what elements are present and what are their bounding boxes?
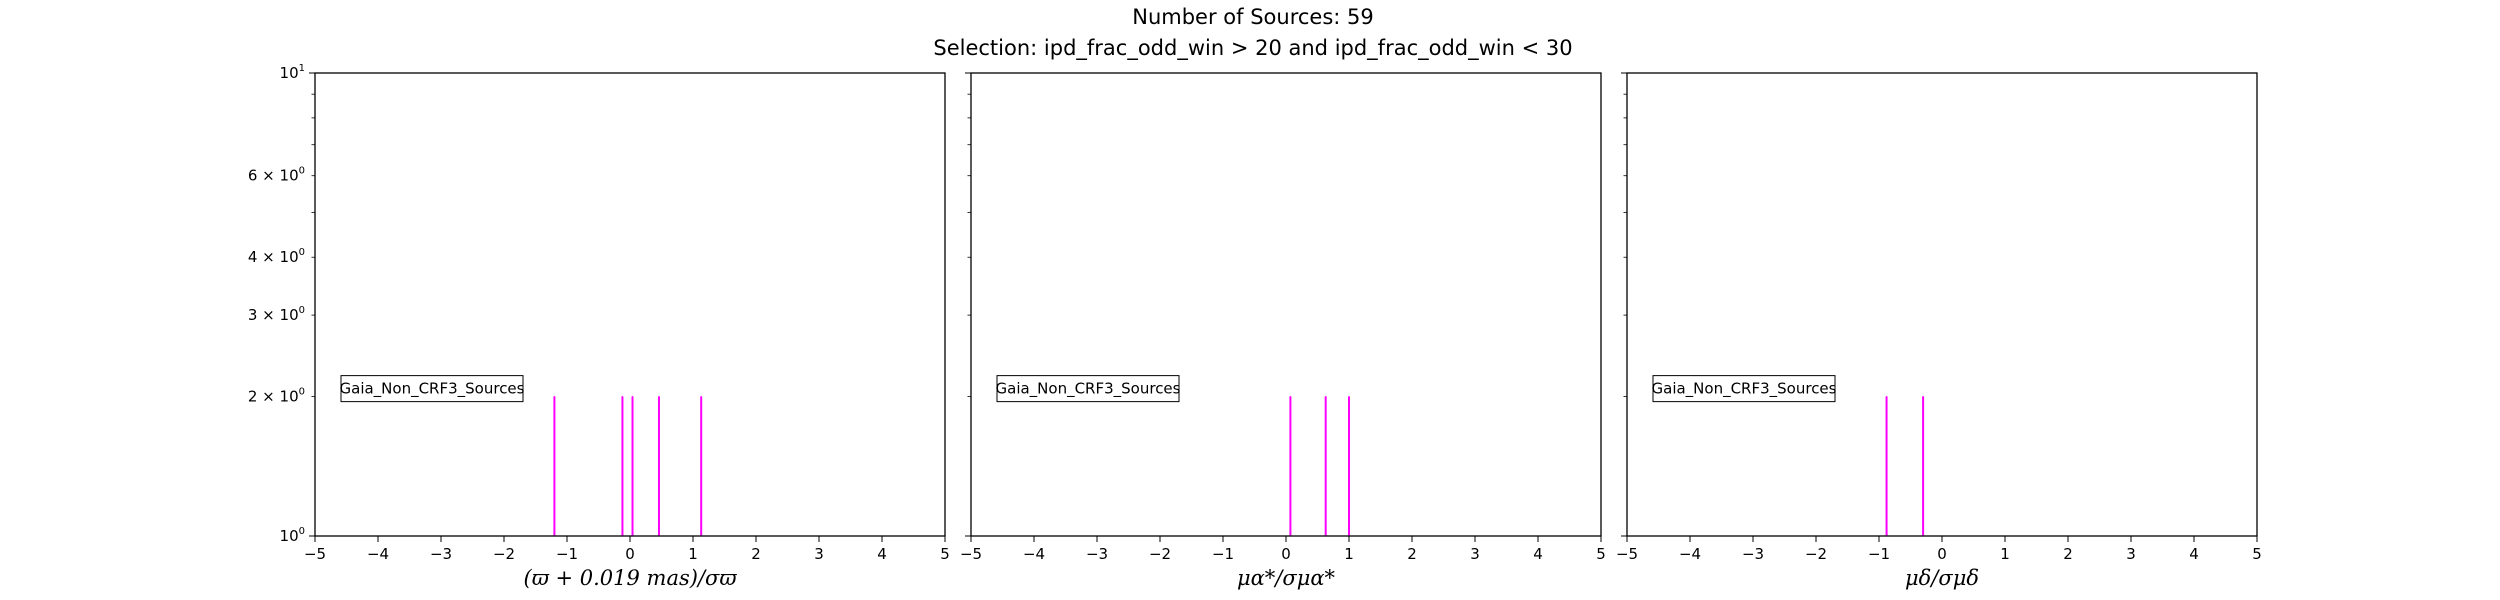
x-tick-label: 2 xyxy=(1407,545,1417,563)
x-tick-label: 0 xyxy=(625,545,635,563)
y-tick-label: 6 × 100 xyxy=(248,166,305,185)
legend-box xyxy=(1652,375,1836,403)
panel-3: −5 −4 −3 −2 −1 0 1 2 3 4 5 Gaia_Non_CRF3_Sources μδ/… xyxy=(1616,72,2262,590)
x-tick-label: 5 xyxy=(940,545,950,563)
x-tick-label: −2 xyxy=(493,545,515,563)
x-tick-label: −4 xyxy=(1023,545,1045,563)
axes-frame xyxy=(314,72,946,537)
x-tick-label: 3 xyxy=(814,545,824,563)
legend: Gaia_Non_CRF3_Sources xyxy=(996,375,1181,403)
y-tick-label: 101 xyxy=(280,63,305,82)
x-axis-label: (ϖ + 0.019 mas)/σϖ xyxy=(524,566,738,590)
legend: Gaia_Non_CRF3_Sources xyxy=(340,375,525,403)
legend-label: Gaia_Non_CRF3_Sources xyxy=(1652,380,1837,399)
x-tick-label: 2 xyxy=(2063,545,2073,563)
panel-1: −5 −4 −3 −2 −1 0 1 2 3 4 5 101 6 × 100 4 × 100 3 × 100… xyxy=(248,63,950,590)
x-tick-label: 3 xyxy=(1470,545,1480,563)
x-tick-label: −1 xyxy=(1868,545,1890,563)
legend-label: Gaia_Non_CRF3_Sources xyxy=(340,380,525,399)
x-axis-label: μα*/σμα* xyxy=(1237,566,1336,590)
y-tick-label: 3 × 100 xyxy=(248,305,305,324)
x-tick-label: 1 xyxy=(688,545,698,563)
x-tick-label: 4 xyxy=(877,545,887,563)
x-tick-label: 0 xyxy=(1281,545,1291,563)
axes-frame xyxy=(970,72,1602,537)
figure-title: Number of Sources: 59 xyxy=(1132,5,1374,29)
x-tick-label: 1 xyxy=(1344,545,1354,563)
x-tick-label: 2 xyxy=(751,545,761,563)
x-tick-label: 5 xyxy=(2252,545,2262,563)
x-tick-label: −2 xyxy=(1149,545,1171,563)
panel-2: −5 −4 −3 −2 −1 0 1 2 3 4 5 Gaia_Non_CRF3_Sources μα*… xyxy=(960,72,1606,590)
x-tick-label: 0 xyxy=(1937,545,1947,563)
legend-box xyxy=(340,375,524,403)
x-tick-label: 4 xyxy=(2189,545,2199,563)
x-tick-label: −1 xyxy=(1212,545,1234,563)
x-tick-label: 1 xyxy=(2000,545,2010,563)
y-tick-label: 2 × 100 xyxy=(248,387,305,406)
x-tick-label: −5 xyxy=(1616,545,1638,563)
x-axis-label: μδ/σμδ xyxy=(1905,566,1979,590)
x-tick-label: −3 xyxy=(1742,545,1764,563)
x-tick-label: −5 xyxy=(960,545,982,563)
x-tick-label: −4 xyxy=(367,545,389,563)
legend: Gaia_Non_CRF3_Sources xyxy=(1652,375,1837,403)
x-tick-label: 5 xyxy=(1596,545,1606,563)
x-tick-label: −3 xyxy=(1086,545,1108,563)
x-tick-label: 3 xyxy=(2126,545,2136,563)
figure-subtitle: Selection: ipd_frac_odd_win > 20 and ipd… xyxy=(933,36,1572,61)
axes-frame xyxy=(1626,72,2258,537)
x-tick-label: −5 xyxy=(304,545,326,563)
x-tick-label: −4 xyxy=(1679,545,1701,563)
x-tick-label: −1 xyxy=(556,545,578,563)
legend-box xyxy=(996,375,1180,403)
x-tick-label: 4 xyxy=(1533,545,1543,563)
legend-label: Gaia_Non_CRF3_Sources xyxy=(996,380,1181,399)
x-tick-label: −2 xyxy=(1805,545,1827,563)
x-tick-label: −3 xyxy=(430,545,452,563)
y-tick-label: 100 xyxy=(280,526,305,545)
y-tick-label: 4 × 100 xyxy=(248,247,305,266)
